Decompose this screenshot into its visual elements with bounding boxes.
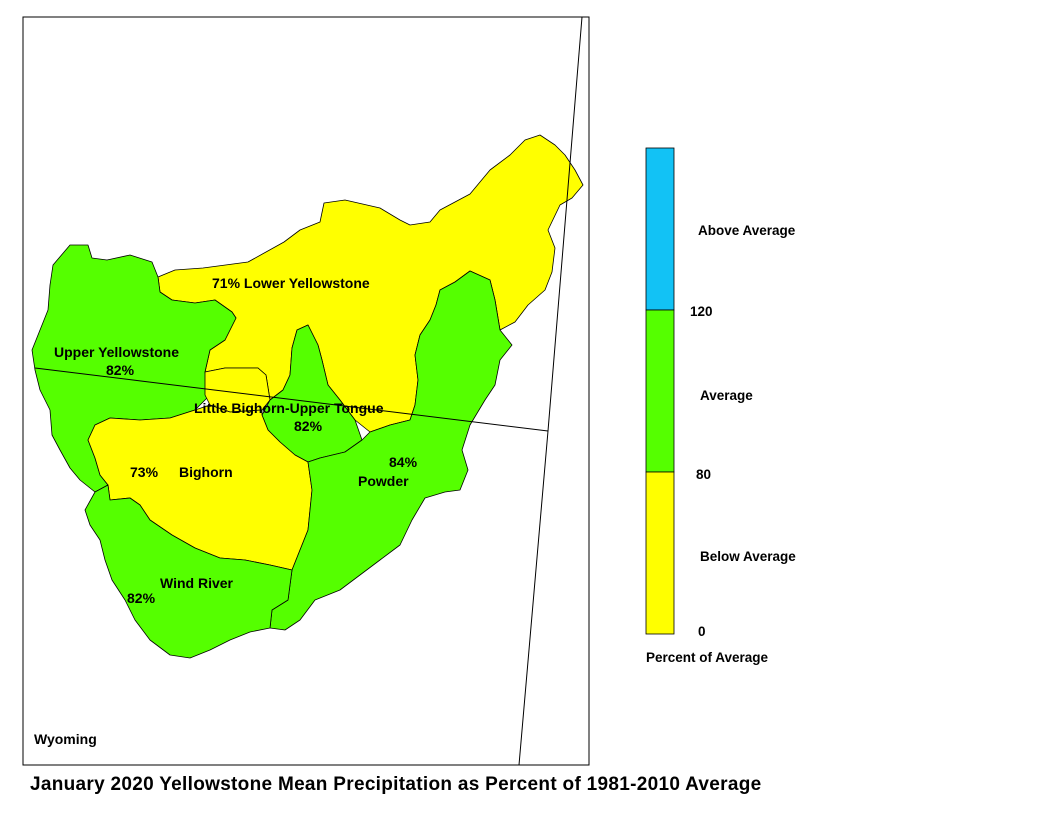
label-lower-yellowstone: 71% Lower Yellowstone: [212, 275, 370, 291]
state-label-wyoming: Wyoming: [34, 731, 97, 747]
label-upper-yellowstone-name: Upper Yellowstone: [54, 344, 179, 360]
legend-caption: Percent of Average: [646, 650, 769, 665]
map-title: January 2020 Yellowstone Mean Precipitat…: [30, 774, 762, 795]
state-border-east: [518, 16, 583, 766]
label-bighorn-name: Bighorn: [179, 464, 233, 480]
legend-swatch-above: [645, 147, 675, 311]
label-bighorn-percent: 73%: [130, 464, 159, 480]
legend-label-average: Average: [700, 388, 753, 403]
label-little-bighorn-name: Little Bighorn-Upper Tongue: [194, 400, 384, 416]
legend: Above Average Average Below Average 120 …: [645, 147, 796, 665]
state-boundary: [34, 16, 583, 766]
basin-little-bighorn-pocket[interactable]: [204, 367, 271, 413]
legend-label-below-average: Below Average: [700, 549, 796, 564]
label-wind-river-name: Wind River: [160, 575, 234, 591]
basin-wind-river[interactable]: [84, 484, 293, 659]
legend-label-above-average: Above Average: [698, 223, 796, 238]
legend-tick-0: 0: [698, 624, 706, 639]
state-border-mt-wy: [34, 367, 549, 432]
label-powder-name: Powder: [358, 473, 409, 489]
label-little-bighorn-percent: 82%: [294, 418, 323, 434]
legend-tick-120: 120: [690, 304, 713, 319]
legend-tick-80: 80: [696, 467, 711, 482]
legend-swatch-below: [645, 471, 675, 635]
label-wind-river-percent: 82%: [127, 590, 156, 606]
label-upper-yellowstone-percent: 82%: [106, 362, 135, 378]
legend-swatch-average: [645, 309, 675, 473]
label-powder-percent: 84%: [389, 454, 418, 470]
